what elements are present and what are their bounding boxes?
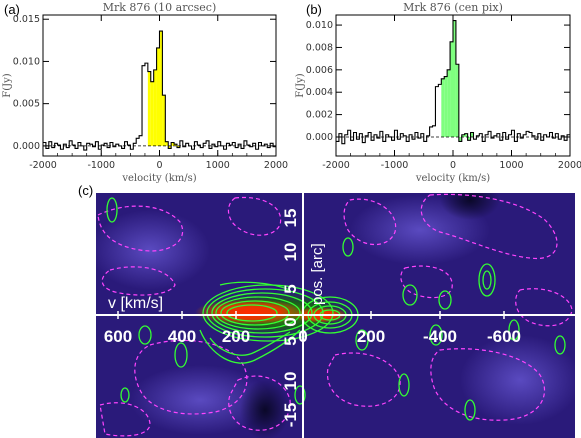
x-tick-label: -2000: [322, 160, 350, 171]
panel-label-b: (b): [306, 2, 322, 17]
pv-y-tick-label: 5: [281, 284, 300, 293]
chart-title: Mrk 876 (cen pix): [403, 1, 503, 14]
pv-faint-blob: [460, 335, 575, 425]
spectrum-fill-bar: [165, 141, 169, 146]
x-tick-label: 0: [156, 160, 162, 171]
spectrum-fill-bar: [162, 95, 166, 146]
spectrum-fill-bar: [441, 78, 445, 137]
x-tick-label: -1000: [381, 160, 409, 171]
x-tick-label: 2000: [558, 160, 581, 171]
pv-y-tick-label: 10: [281, 372, 300, 391]
spectrum-step-line: [336, 20, 570, 145]
spectrum-fill-bar: [153, 69, 157, 146]
spectrum-fill-bar: [455, 64, 459, 137]
spectrum-fill-bar: [453, 20, 456, 137]
y-tick-label: 0.006: [306, 65, 333, 76]
spectrum-fill-bar: [150, 81, 154, 146]
panel-label-c: (c): [78, 183, 94, 198]
pv-x-tick-label: -400: [423, 327, 457, 346]
pv-x-axis-label: v [km/s]: [108, 295, 163, 312]
spectrum-fill-bar: [156, 47, 160, 146]
x-tick-label: 2000: [264, 160, 288, 171]
y-tick-label: 0.010: [13, 56, 40, 67]
panel-label-a: (a): [4, 2, 20, 17]
chart-title: Mrk 876 (10 arcsec): [103, 1, 217, 14]
pv-dark-patch: [240, 380, 290, 438]
y-tick-label: 0.008: [306, 42, 333, 53]
pv-y-tick-label: 5: [281, 336, 300, 345]
y-axis-label: F(Jy): [2, 73, 13, 97]
spectrum-fill-bar: [450, 41, 453, 137]
spectrum-fill-bar: [174, 144, 177, 146]
pv-dark-patch: [440, 193, 500, 220]
pv-y-tick-label: 15: [281, 209, 300, 228]
x-tick-label: 0: [450, 160, 456, 171]
pv-x-tick-label: -600: [487, 327, 521, 346]
y-tick-label: 0.002: [306, 110, 333, 121]
spectrum-step-line: [43, 30, 276, 151]
pv-y-tick-label: -15: [281, 403, 300, 428]
spectrum-fill-bar: [168, 145, 172, 149]
x-tick-label: 1000: [206, 160, 230, 171]
spectrum-fill-bar: [444, 76, 448, 137]
negative-contours: [97, 193, 573, 437]
pv-x-tick-label: 600: [104, 327, 132, 346]
y-tick-label: 0.000: [13, 141, 40, 152]
pv-x-tick-label: 0: [298, 327, 307, 346]
pv-emission-core: [195, 299, 305, 325]
y-tick-label: 0.000: [306, 132, 333, 143]
spectrum-fill-bar: [467, 136, 471, 141]
x-tick-label: -1000: [87, 160, 115, 171]
pv-y-axis-label: pos. [arc]: [309, 243, 326, 305]
spectrum-fill-bar: [447, 69, 451, 137]
pv-y-tick-label: 0: [281, 317, 300, 326]
x-tick-label: 1000: [499, 160, 523, 171]
pv-faint-blob: [130, 365, 270, 435]
y-axis-label: F(Jy): [295, 73, 306, 97]
spectrum-fill-bar: [176, 145, 180, 148]
x-tick-label: -2000: [29, 160, 57, 171]
x-axis-label: velocity (km/s): [415, 173, 490, 184]
pv-x-tick-label: 200: [357, 327, 385, 346]
y-tick-label: 0.004: [306, 87, 333, 98]
spectrum-fill-bar: [159, 31, 163, 146]
spectrum-fill-bar: [464, 133, 468, 137]
spectrum-fill-bar: [147, 71, 151, 146]
pv-x-tick-label: 400: [168, 327, 196, 346]
x-axis-label: velocity (km/s): [121, 173, 196, 184]
y-tick-label: 0.010: [306, 20, 333, 31]
spectrum-fill-bar: [171, 142, 175, 146]
spectrum-fill-bar: [461, 134, 465, 137]
pv-faint-blob: [96, 210, 210, 290]
y-tick-label: 0.015: [13, 14, 40, 25]
y-tick-label: 0.005: [13, 99, 40, 110]
pv-x-tick-label: 200: [222, 327, 250, 346]
spectrum-fill-bar: [470, 132, 474, 137]
spectrum-fill-bar: [458, 136, 462, 142]
pv-y-tick-label: 10: [281, 243, 300, 262]
